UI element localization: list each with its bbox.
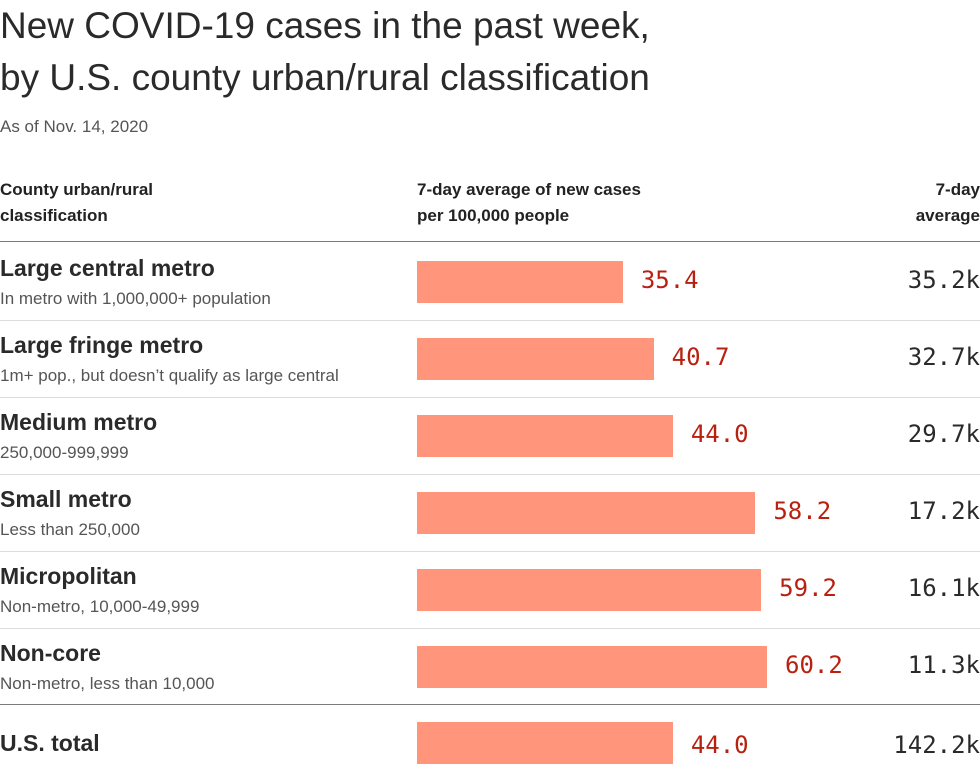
row-average: 16.1k bbox=[907, 574, 980, 602]
column-header-rate: 7-day average of new cases per 100,000 p… bbox=[417, 177, 777, 229]
column-header-line: County urban/rural bbox=[0, 180, 154, 199]
row-average: 29.7k bbox=[907, 420, 980, 448]
column-header-average: 7-day average bbox=[800, 177, 980, 229]
table-row: Large fringe metro 1m+ pop., but doesn’t … bbox=[0, 320, 980, 398]
bar bbox=[417, 415, 673, 457]
bar-value-label: 59.2 bbox=[779, 574, 837, 602]
column-header-line: 7-day average of new cases bbox=[417, 180, 641, 199]
row-category-description: Less than 250,000 bbox=[0, 520, 140, 539]
header-divider bbox=[0, 241, 980, 242]
bar bbox=[417, 646, 767, 688]
row-average: 17.2k bbox=[907, 497, 980, 525]
table-row: Non-core Non-metro, less than 10,000 60.2 1… bbox=[0, 628, 980, 705]
chart-title: New COVID-19 cases in the past week, by … bbox=[0, 0, 980, 104]
bar-value-label: 40.7 bbox=[671, 343, 730, 371]
bar bbox=[417, 569, 762, 611]
total-divider bbox=[0, 704, 980, 705]
row-category-label: Large central metro bbox=[0, 255, 215, 281]
column-header-line: average bbox=[915, 206, 980, 225]
total-value-label: 44.0 bbox=[690, 731, 749, 759]
row-category-description: 1m+ pop., but doesn’t qualify as large c… bbox=[0, 366, 339, 385]
table-row: Small metro Less than 250,000 58.2 17.2k bbox=[0, 474, 980, 552]
row-category-label: Micropolitan bbox=[0, 563, 137, 589]
table-row: Micropolitan Non-metro, 10,000-49,999 59.2… bbox=[0, 551, 980, 629]
table-row: Medium metro 250,000-999,999 44.0 29.7k bbox=[0, 397, 980, 475]
table-row: Large central metro In metro with 1,000,0… bbox=[0, 243, 980, 321]
bar bbox=[417, 261, 623, 303]
bar-value-label: 58.2 bbox=[773, 497, 832, 525]
bar-value-label: 44.0 bbox=[690, 420, 749, 448]
column-header-category: County urban/rural classification bbox=[0, 177, 340, 229]
total-row: U.S. total 44.0 142.2k bbox=[0, 704, 980, 769]
row-category-description: In metro with 1,000,000+ population bbox=[0, 289, 271, 308]
chart-title-line: by U.S. county urban/rural classificatio… bbox=[0, 57, 650, 98]
row-category-label: Medium metro bbox=[0, 409, 158, 435]
row-average: 11.3k bbox=[907, 651, 980, 679]
row-category-label: Large fringe metro bbox=[0, 332, 204, 358]
bar-value-label: 35.4 bbox=[640, 266, 699, 294]
column-header-line: 7-day bbox=[935, 180, 980, 199]
row-category-description: Non-metro, 10,000-49,999 bbox=[0, 597, 200, 616]
row-category-label: Non-core bbox=[0, 640, 101, 666]
row-category-description: 250,000-999,999 bbox=[0, 443, 129, 462]
row-category-description: Non-metro, less than 10,000 bbox=[0, 674, 215, 693]
bar bbox=[417, 338, 654, 380]
row-average: 32.7k bbox=[907, 343, 980, 371]
chart-title-line: New COVID-19 cases in the past week, bbox=[0, 5, 650, 46]
bar-value-label: 60.2 bbox=[785, 651, 843, 679]
chart-subtitle: As of Nov. 14, 2020 bbox=[0, 117, 149, 136]
column-header-line: classification bbox=[0, 206, 108, 225]
column-header-line: per 100,000 people bbox=[417, 206, 570, 225]
row-category-label: Small metro bbox=[0, 486, 132, 512]
total-bar bbox=[417, 722, 673, 764]
bar bbox=[417, 492, 756, 534]
total-label: U.S. total bbox=[0, 730, 100, 756]
row-average: 35.2k bbox=[907, 266, 980, 294]
total-average: 142.2k bbox=[893, 731, 980, 759]
